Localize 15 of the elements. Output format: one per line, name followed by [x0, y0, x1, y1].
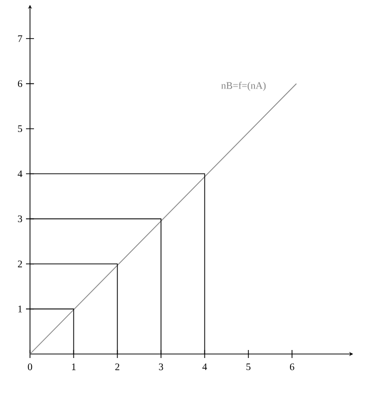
y-tick-label: 1 — [18, 306, 22, 312]
y-tick-label: 5 — [18, 125, 22, 132]
x-tick-label: 6 — [290, 364, 294, 370]
x-tick-label: 0 — [28, 364, 32, 370]
y-tick-label: 7 — [18, 35, 22, 42]
y-tick-label: 2 — [18, 260, 22, 268]
x-tick-label: 3 — [159, 364, 164, 370]
y-tick-label: 6 — [18, 80, 22, 88]
y-tick-label: 4 — [18, 170, 22, 178]
x-tick-label: 5 — [246, 363, 250, 370]
x-tick-label: 1 — [72, 363, 76, 370]
x-tick-label: 2 — [115, 364, 120, 370]
series-label: nB=f=(nA) — [221, 82, 266, 91]
y-tick-label: 3 — [18, 215, 22, 222]
x-tick-label: 4 — [202, 363, 208, 370]
